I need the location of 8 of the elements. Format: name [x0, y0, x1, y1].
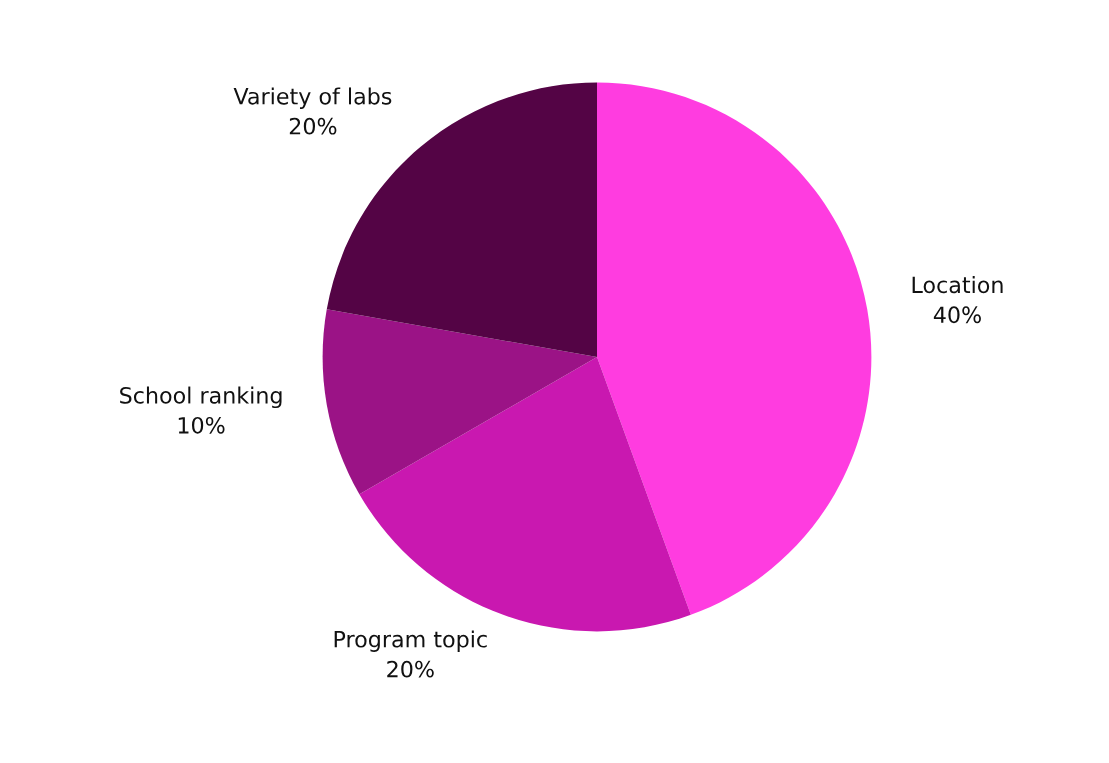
- data-label: 40%: [933, 306, 981, 324]
- slice-label: Location: [912, 276, 1003, 294]
- slice-label: Program topic: [334, 630, 487, 652]
- data-label: 20%: [387, 660, 434, 678]
- data-label: 10%: [178, 416, 225, 434]
- slice-label: Variety of labs: [233, 87, 392, 109]
- slice-label: School ranking: [120, 386, 282, 409]
- data-label: 20%: [289, 117, 337, 135]
